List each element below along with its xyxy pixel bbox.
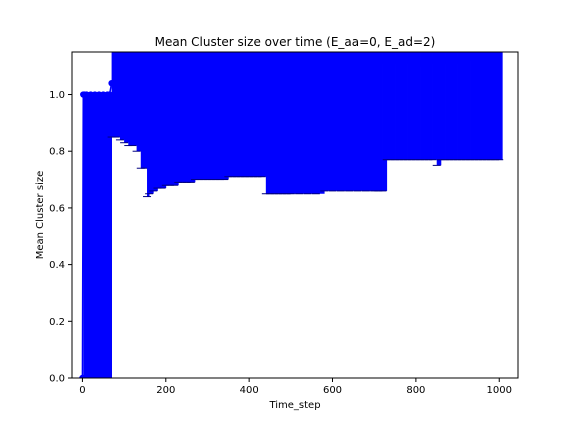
error-bar — [408, 52, 413, 160]
y-tick-label: 0.4 — [49, 260, 65, 271]
error-bar — [416, 52, 421, 160]
error-bar — [349, 52, 358, 191]
error-bar — [333, 52, 342, 191]
error-bar — [387, 52, 392, 160]
y-tick-label: 0.2 — [49, 317, 65, 328]
error-bar — [453, 52, 458, 160]
error-bar — [424, 52, 429, 160]
error-bar — [103, 95, 108, 378]
error-bar — [420, 52, 425, 160]
chart-title: Mean Cluster size over time (E_aa=0, E_a… — [155, 35, 436, 49]
y-tick-label: 0.6 — [49, 203, 65, 214]
error-bar — [395, 52, 400, 160]
data-point — [321, 57, 327, 63]
y-tick-label: 0.0 — [49, 374, 65, 385]
error-bar — [270, 52, 275, 194]
error-bar — [299, 52, 308, 194]
error-bar — [391, 52, 396, 160]
error-bar — [458, 52, 463, 160]
x-tick-label: 800 — [406, 385, 425, 396]
error-bar — [274, 52, 279, 194]
error-bar — [341, 52, 350, 191]
error-bar — [491, 52, 496, 160]
error-bar — [403, 52, 408, 160]
error-bar — [474, 52, 479, 160]
error-bar — [428, 52, 433, 160]
error-bar — [462, 52, 467, 160]
error-bar — [99, 95, 104, 378]
data-point — [329, 57, 335, 63]
error-bar — [257, 52, 262, 177]
error-bar — [95, 95, 100, 378]
data-point — [313, 57, 319, 63]
error-bar — [399, 52, 404, 160]
error-bar — [483, 52, 488, 160]
error-bar — [116, 52, 121, 137]
error-bar — [316, 52, 325, 194]
error-bar — [157, 52, 162, 188]
error-bar — [128, 52, 133, 146]
data-point — [296, 57, 302, 63]
error-bar — [378, 52, 383, 191]
error-bar — [324, 52, 333, 191]
error-bar — [249, 52, 254, 177]
error-bar — [487, 52, 492, 160]
error-bar — [245, 52, 250, 177]
error-bar — [445, 52, 450, 160]
error-bar — [262, 52, 267, 177]
error-bar — [499, 52, 502, 160]
error-bar — [91, 95, 96, 378]
error-bar — [278, 52, 283, 194]
data-point — [363, 57, 369, 63]
x-tick-label: 1000 — [487, 385, 512, 396]
error-bar — [149, 52, 154, 194]
error-bar — [241, 52, 246, 177]
error-bar — [466, 52, 471, 160]
data-point — [354, 57, 360, 63]
error-bar — [412, 52, 417, 160]
error-bar — [124, 52, 129, 143]
x-axis-label: Time_step — [268, 400, 320, 411]
data-point — [496, 52, 502, 58]
error-bar — [383, 52, 388, 191]
error-bar — [282, 52, 287, 194]
error-bar — [449, 52, 454, 160]
data-point — [106, 91, 112, 97]
error-bar — [266, 52, 271, 194]
data-point — [304, 57, 310, 63]
y-tick-label: 0.8 — [49, 147, 65, 158]
error-bar — [120, 52, 125, 140]
y-tick-label: 1.0 — [49, 90, 65, 101]
error-bar — [287, 52, 292, 194]
x-tick-label: 400 — [240, 385, 259, 396]
error-bar — [366, 52, 375, 191]
x-tick-label: 600 — [323, 385, 342, 396]
data-point — [346, 57, 352, 63]
error-bar — [153, 52, 158, 191]
error-bar — [253, 52, 258, 177]
error-bar — [437, 52, 442, 165]
data-point — [288, 57, 294, 63]
error-bar — [291, 52, 300, 194]
x-tick-label: 200 — [156, 385, 175, 396]
error-bar — [470, 52, 475, 160]
error-bar — [478, 52, 483, 160]
error-bar — [87, 95, 92, 378]
data-point — [338, 57, 344, 63]
error-bar — [441, 52, 446, 160]
error-bar — [495, 52, 500, 160]
error-bar — [433, 52, 438, 160]
error-bar — [358, 52, 367, 191]
x-tick-label: 0 — [79, 385, 85, 396]
y-axis-label: Mean Cluster size — [35, 171, 46, 260]
error-bar — [374, 52, 379, 191]
error-bar — [162, 52, 167, 188]
error-bar — [308, 52, 317, 194]
